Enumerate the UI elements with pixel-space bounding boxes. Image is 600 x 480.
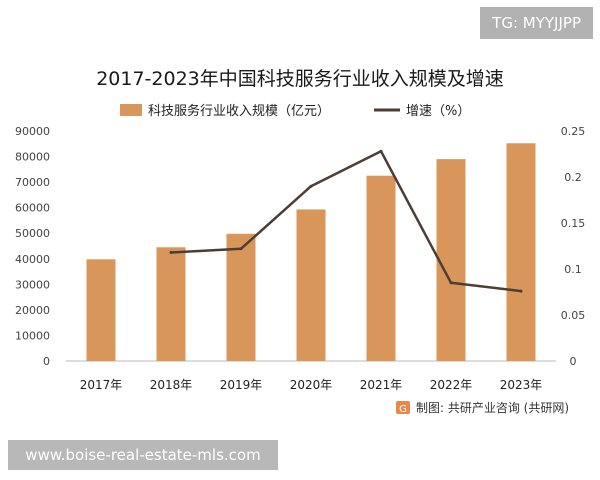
source-text: 制图: 共研产业咨询 (共研网) bbox=[416, 400, 569, 415]
legend-line-label: 增速（%） bbox=[406, 104, 470, 119]
left-tick-label: 80000 bbox=[15, 151, 50, 164]
left-tick-label: 90000 bbox=[15, 125, 50, 138]
left-tick-label: 10000 bbox=[15, 329, 50, 342]
source-note: G 制图: 共研产业咨询 (共研网) bbox=[396, 400, 569, 415]
right-axis: 0 0.05 0.1 0.15 0.2 0.25 bbox=[561, 125, 586, 368]
left-axis: 0 10000 20000 30000 40000 50000 60000 70000 8000… bbox=[15, 125, 50, 368]
right-tick-label: 0.25 bbox=[561, 125, 586, 138]
growth-line bbox=[170, 149, 522, 293]
category-label: 2022年 bbox=[430, 378, 473, 392]
bar bbox=[436, 159, 466, 361]
watermark-url: www.boise-real-estate-mls.com bbox=[8, 440, 278, 470]
legend: 科技服务行业收入规模（亿元） 增速（%） bbox=[120, 103, 470, 119]
growth-point bbox=[239, 247, 243, 251]
right-tick-label: 0.1 bbox=[564, 263, 582, 276]
right-tick-label: 0.05 bbox=[561, 309, 586, 322]
growth-point bbox=[309, 184, 313, 188]
left-tick-label: 40000 bbox=[15, 253, 50, 266]
left-tick-label: 0 bbox=[43, 355, 50, 368]
watermark-tag: TG: MYYJJPP bbox=[480, 7, 593, 39]
chart-title: 2017-2023年中国科技服务行业收入规模及增速 bbox=[96, 68, 504, 90]
growth-point bbox=[169, 250, 173, 254]
bar bbox=[156, 247, 186, 361]
left-tick-label: 60000 bbox=[15, 202, 50, 215]
growth-point bbox=[379, 149, 383, 153]
legend-bar-label: 科技服务行业收入规模（亿元） bbox=[148, 103, 330, 119]
category-labels: 2017年 2018年 2019年 2020年 2021年 2022年 2023年 bbox=[80, 378, 543, 392]
bar bbox=[506, 143, 536, 361]
category-label: 2021年 bbox=[360, 378, 403, 392]
category-label: 2018年 bbox=[150, 378, 193, 392]
category-label: 2023年 bbox=[500, 378, 543, 392]
left-tick-label: 50000 bbox=[15, 227, 50, 240]
left-tick-label: 30000 bbox=[15, 278, 50, 291]
legend-bar-swatch bbox=[120, 104, 142, 116]
category-label: 2017年 bbox=[80, 378, 123, 392]
right-tick-label: 0 bbox=[570, 355, 577, 368]
category-label: 2019年 bbox=[220, 378, 263, 392]
source-logo-icon bbox=[396, 401, 410, 414]
line-series bbox=[169, 149, 523, 293]
bar bbox=[86, 259, 116, 361]
right-tick-label: 0.2 bbox=[564, 171, 582, 184]
bar-series bbox=[86, 143, 536, 361]
bar bbox=[296, 209, 326, 361]
category-label: 2020年 bbox=[290, 378, 333, 392]
growth-point bbox=[449, 281, 453, 285]
left-tick-label: 70000 bbox=[15, 176, 50, 189]
bar bbox=[226, 233, 256, 361]
source-logo-glyph: G bbox=[399, 404, 407, 415]
bar bbox=[366, 175, 396, 361]
right-tick-label: 0.15 bbox=[561, 217, 586, 230]
left-tick-label: 20000 bbox=[15, 304, 50, 317]
growth-point bbox=[519, 289, 523, 293]
